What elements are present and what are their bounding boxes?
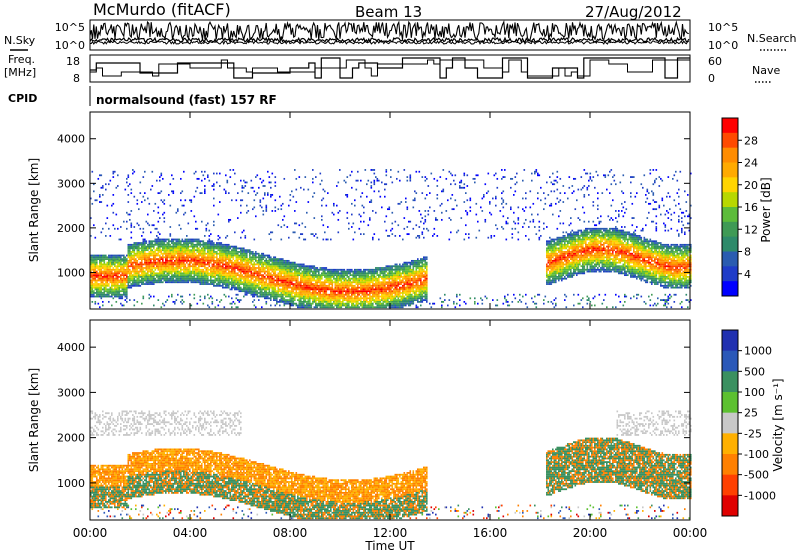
colorbar-tick-label: -25 <box>744 427 762 440</box>
freq-unit-label: [MHz] <box>4 66 36 79</box>
y-tick-label: 4000 <box>57 341 85 354</box>
colorbar-segment <box>722 454 738 476</box>
nave-label: Nave <box>752 64 780 77</box>
colorbar-tick-label: -1000 <box>744 489 776 502</box>
colorbar-tick-label: 100 <box>744 386 765 399</box>
nave-trace <box>90 59 690 77</box>
nave-tick-high: 60 <box>708 55 722 68</box>
colorbar-segment <box>722 412 738 434</box>
colorbar-segment <box>722 330 738 352</box>
x-tick-label: 20:00 <box>573 526 608 540</box>
velocity-colorbar: 1000 500 100 25 -25 -100 -500 -1000 <box>721 329 776 517</box>
power-colorbar: 28 24 20 16 12 8 4 <box>721 117 758 297</box>
colorbar-segment <box>722 236 738 252</box>
nave-tick-low: 0 <box>708 72 715 85</box>
colorbar-segment <box>722 192 738 208</box>
colorbar-segment <box>722 266 738 282</box>
noise-tick-right-high: 10^5 <box>708 21 738 34</box>
freq-tick-high: 18 <box>66 55 80 68</box>
colorbar-segment <box>722 147 738 163</box>
date-title: 27/Aug/2012 <box>585 3 682 21</box>
nsky-label: N.Sky <box>4 34 36 47</box>
y-tick-label: 1000 <box>57 266 85 279</box>
noise-panel: 10^5 10^0 10^5 10^0 N.Sky N.Search <box>4 19 797 52</box>
noise-sky-trace <box>89 36 690 44</box>
velocity-panel: 4000 3000 2000 1000 Slant Range [km] 1000 50… <box>27 319 785 521</box>
cpid-panel: CPID normalsound (fast) 157 RF <box>8 86 277 107</box>
velocity-y-axis-label: Slant Range [km] <box>27 368 41 472</box>
colorbar-segment <box>722 251 738 267</box>
freq-trace <box>90 57 690 79</box>
colorbar-segment <box>722 221 738 238</box>
x-tick-label: 04:00 <box>173 526 208 540</box>
colorbar-segment <box>722 392 738 414</box>
x-tick-label: 00:00 <box>73 526 108 540</box>
colorbar-tick-label: 28 <box>744 134 758 147</box>
colorbar-tick-label: 500 <box>744 365 765 378</box>
power-y-axis-label: Slant Range [km] <box>27 158 41 262</box>
freq-label: Freq. <box>8 53 35 66</box>
colorbar-tick-label: 4 <box>744 268 751 281</box>
freq-traces <box>90 57 690 79</box>
colorbar-segment <box>722 281 738 297</box>
y-tick-label: 4000 <box>57 133 85 146</box>
colorbar-tick-label: 25 <box>744 407 758 420</box>
station-title: McMurdo (fitACF) <box>93 0 231 19</box>
colorbar-segment <box>722 433 738 455</box>
noise-tick-left-low: 10^0 <box>55 39 85 52</box>
velocity-heatmap <box>90 410 692 520</box>
y-tick-label: 2000 <box>57 222 85 235</box>
power-panel: 4000 3000 2000 1000 Slant Range [km] 28 24 20… <box>27 111 773 310</box>
velocity-colorbar-label: Velocity [m s⁻¹] <box>771 378 785 471</box>
cpid-label: CPID <box>8 92 37 105</box>
y-tick-label: 2000 <box>57 432 85 445</box>
x-tick-label: 08:00 <box>273 526 308 540</box>
colorbar-segment <box>722 474 738 496</box>
colorbar-tick-label: -500 <box>744 469 769 482</box>
colorbar-segment <box>722 162 738 178</box>
colorbar-segment <box>722 350 738 372</box>
y-tick-label: 3000 <box>57 177 85 190</box>
power-y-axis: 4000 3000 2000 1000 <box>57 133 690 279</box>
colorbar-segment <box>722 207 738 223</box>
x-tick-label: 12:00 <box>373 526 408 540</box>
x-tick-label: 00:00 <box>673 526 708 540</box>
noise-tick-left-high: 10^5 <box>55 21 85 34</box>
colorbar-tick-label: 20 <box>744 179 758 192</box>
colorbar-segment <box>722 177 738 193</box>
y-tick-label: 3000 <box>57 386 85 399</box>
colorbar-tick-label: 8 <box>744 246 751 259</box>
colorbar-tick-label: 24 <box>744 157 758 170</box>
colorbar-tick-label: 16 <box>744 201 758 214</box>
colorbar-tick-label: -100 <box>744 448 769 461</box>
noise-tick-right-low: 10^0 <box>708 39 738 52</box>
colorbar-segment <box>722 371 738 393</box>
x-axis-label: Time UT <box>364 539 415 553</box>
colorbar-tick-label: 12 <box>744 223 758 236</box>
velocity-y-axis: 4000 3000 2000 1000 <box>57 341 690 490</box>
colorbar-tick-label: 1000 <box>744 345 772 358</box>
power-colorbar-label: Power [dB] <box>759 177 773 242</box>
y-tick-label: 1000 <box>57 477 85 490</box>
power-heatmap <box>90 169 692 309</box>
noise-traces <box>89 19 690 45</box>
nsearch-label: N.Search <box>747 32 797 45</box>
beam-title: Beam 13 <box>355 3 422 21</box>
cpid-value: normalsound (fast) 157 RF <box>96 93 277 107</box>
x-axis: 00:00 04:00 08:00 12:00 16:00 20:00 00:00 <box>73 112 708 540</box>
colorbar-segment <box>722 495 738 517</box>
colorbar-segment <box>722 132 738 149</box>
x-tick-label: 16:00 <box>473 526 508 540</box>
freq-panel: 18 8 60 0 Freq. [MHz] Nave <box>4 53 780 85</box>
freq-tick-low: 8 <box>73 72 80 85</box>
colorbar-segment <box>722 118 738 134</box>
noise-search-trace <box>89 19 689 42</box>
noise-sky-trace-2 <box>90 39 690 45</box>
